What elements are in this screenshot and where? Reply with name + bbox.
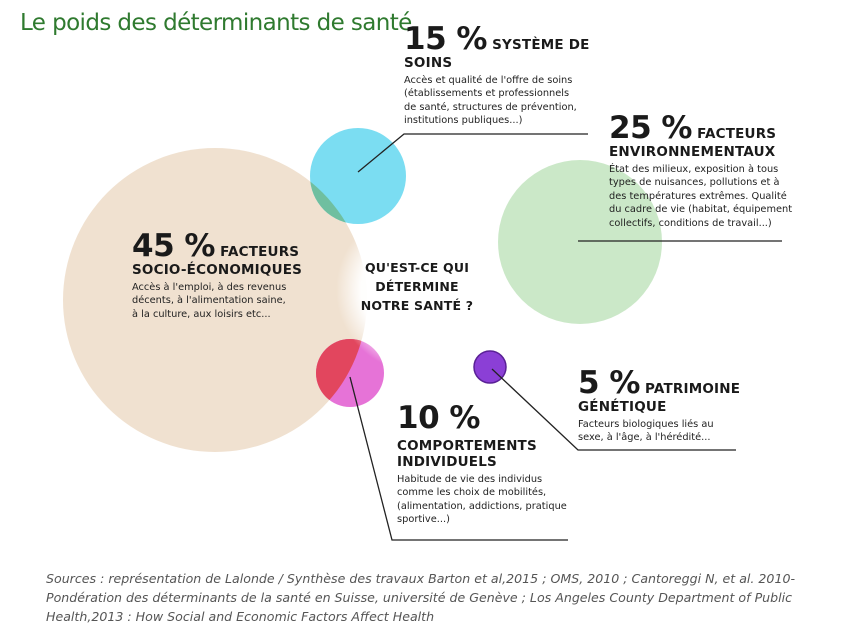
percent-genetique: 5 % xyxy=(578,365,640,401)
desc-line: (alimentation, addictions, pratique xyxy=(397,500,567,512)
caption-soins-2: SOINS xyxy=(404,55,453,71)
sources-line: Sources : représentation de Lalonde / Sy… xyxy=(46,571,796,586)
center-question: QU'EST-CE QUI DÉTERMINE NOTRE SANTÉ ? xyxy=(352,258,482,315)
desc-line: du cadre de vie (habitat, équipement xyxy=(609,204,793,216)
percent-soins: 15 % xyxy=(404,21,488,57)
desc-line: types de nuisances, pollutions et à xyxy=(609,177,780,189)
desc-line: Facteurs biologiques liés au xyxy=(578,419,714,430)
desc-environnement: État des milieux, exposition à tous type… xyxy=(609,163,819,230)
label-socio: 45 % FACTEURS SOCIO-ÉCONOMIQUES Accès à … xyxy=(132,231,342,321)
desc-line: collectifs, conditions de travail...) xyxy=(609,217,772,229)
desc-line: à la culture, aux loisirs etc... xyxy=(132,308,271,320)
sources-note: Sources : représentation de Lalonde / Sy… xyxy=(46,570,846,626)
leader-line-comportements xyxy=(349,376,568,541)
desc-line: des températures extrêmes. Qualité xyxy=(609,190,787,202)
label-genetique: 5 % PATRIMOINE GÉNÉTIQUE Facteurs biolog… xyxy=(578,368,778,445)
desc-line: sportive...) xyxy=(397,514,450,526)
caption-comportements-2: INDIVIDUELS xyxy=(397,454,497,470)
percent-socio: 45 % xyxy=(132,228,216,264)
desc-line: Accès et qualité de l'offre de soins xyxy=(404,75,573,86)
caption-soins-1: SYSTÈME DE xyxy=(492,37,590,53)
desc-comportements: Habitude de vie des individus comme les … xyxy=(397,473,597,527)
page-title: Le poids des déterminants de santé xyxy=(20,10,412,36)
desc-line: de santé, structures de prévention, xyxy=(404,101,577,113)
label-environnement: 25 % FACTEURS ENVIRONNEMENTAUX État des … xyxy=(609,113,819,230)
label-soins: 15 % SYSTÈME DE SOINS Accès et qualité d… xyxy=(404,24,604,128)
caption-genetique-1: PATRIMOINE xyxy=(645,381,741,397)
desc-line: sexe, à l'âge, à l'hérédité... xyxy=(578,432,711,444)
label-comportements: 10 % COMPORTEMENTS INDIVIDUELS Habitude … xyxy=(397,403,597,527)
leader-line-genetique xyxy=(491,368,736,451)
desc-soins: Accès et qualité de l'offre de soins (ét… xyxy=(404,74,604,128)
center-question-line: QU'EST-CE QUI xyxy=(364,260,470,275)
desc-socio: Accès à l'emploi, à des revenus décents,… xyxy=(132,281,342,321)
circle-socio xyxy=(63,148,367,452)
caption-environnement-1: FACTEURS xyxy=(697,126,777,142)
circle-environnement xyxy=(498,160,662,324)
percent-environnement: 25 % xyxy=(609,110,693,146)
caption-comportements-1: COMPORTEMENTS xyxy=(397,438,537,454)
desc-line: comme les choix de mobilités, xyxy=(397,487,547,499)
caption-socio-2: SOCIO-ÉCONOMIQUES xyxy=(132,262,303,278)
desc-line: décents, à l'alimentation saine, xyxy=(132,295,286,307)
sources-line: Health,2013 : How Social and Economic Fa… xyxy=(46,608,435,624)
desc-line: (établissements et professionnels xyxy=(404,88,570,100)
caption-socio-1: FACTEURS xyxy=(220,244,300,260)
percent-comportements: 10 % xyxy=(397,400,481,436)
caption-environnement-2: ENVIRONNEMENTAUX xyxy=(609,144,776,160)
sources-line: Pondération des déterminants de la santé… xyxy=(46,589,793,605)
desc-line: Habitude de vie des individus xyxy=(397,474,543,485)
center-question-line: DÉTERMINE xyxy=(375,279,459,294)
caption-genetique-2: GÉNÉTIQUE xyxy=(578,399,667,415)
center-question-line: NOTRE SANTÉ ? xyxy=(360,298,474,313)
leader-line-soins xyxy=(357,133,588,173)
desc-line: institutions publiques...) xyxy=(404,115,523,127)
desc-line: État des milieux, exposition à tous xyxy=(609,164,779,175)
center-glow xyxy=(336,208,500,372)
desc-genetique: Facteurs biologiques liés au sexe, à l'â… xyxy=(578,418,778,445)
desc-line: Accès à l'emploi, à des revenus xyxy=(132,282,287,293)
